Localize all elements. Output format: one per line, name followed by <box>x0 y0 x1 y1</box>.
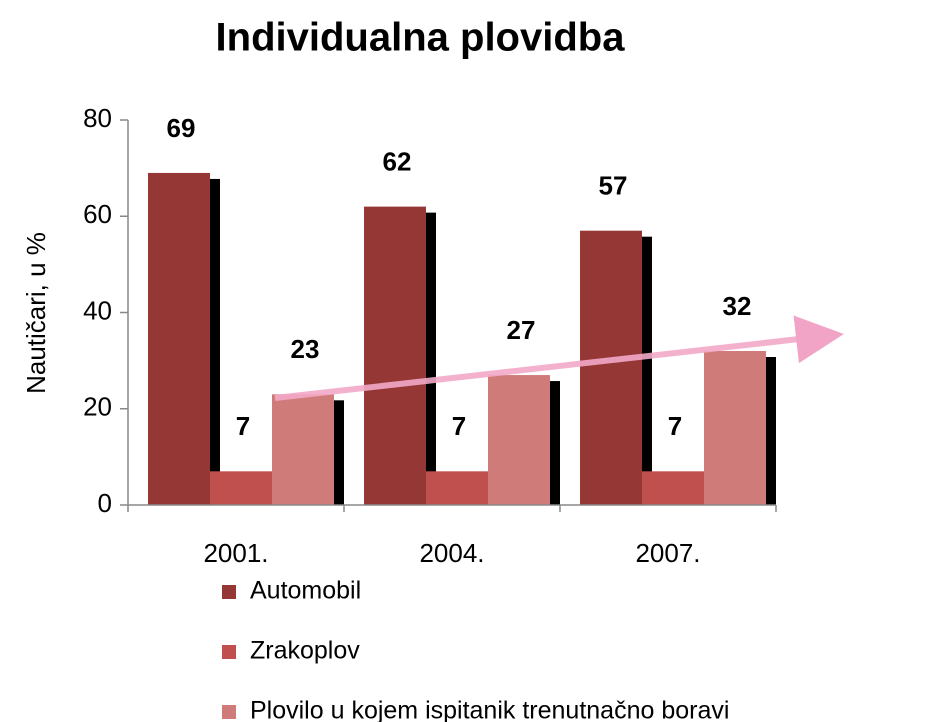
y-axis-label: Nautičari, u % <box>21 232 51 394</box>
bar <box>488 375 550 505</box>
y-tick-label: 20 <box>83 392 112 422</box>
bar <box>210 471 272 505</box>
x-tick-label: 2007. <box>635 538 700 568</box>
chart-title: Individualna plovidba <box>216 16 626 60</box>
x-tick-label: 2004. <box>419 538 484 568</box>
legend-swatch <box>222 585 236 599</box>
legend-swatch <box>222 645 236 659</box>
bar-shadows <box>158 178 776 505</box>
bars <box>148 172 766 505</box>
data-label: 57 <box>599 171 628 201</box>
bar <box>148 172 210 505</box>
data-label: 32 <box>723 291 752 321</box>
y-tick-label: 0 <box>98 488 112 518</box>
y-tick-label: 60 <box>83 199 112 229</box>
legend-label: Zrakoplov <box>250 637 360 665</box>
y-tick-label: 80 <box>83 103 112 133</box>
bar <box>272 394 334 505</box>
legend-label: Automobil <box>250 577 361 605</box>
data-label: 7 <box>236 411 250 441</box>
data-label: 7 <box>668 411 682 441</box>
bar <box>580 230 642 505</box>
x-axis-ticks <box>127 505 777 512</box>
data-label: 27 <box>507 315 536 345</box>
trend-arrow <box>274 315 844 401</box>
bar <box>704 351 766 505</box>
data-label: 62 <box>383 147 412 177</box>
data-label: 23 <box>291 334 320 364</box>
legend-swatch <box>222 705 236 719</box>
y-tick-label: 40 <box>83 295 112 325</box>
legend-label: Plovilo u kojem ispitanik trenutnačno bo… <box>250 697 729 722</box>
data-label: 69 <box>167 113 196 143</box>
bar <box>426 471 488 505</box>
x-tick-label: 2001. <box>203 538 268 568</box>
bar <box>642 471 704 505</box>
data-label: 7 <box>452 411 466 441</box>
bar <box>364 206 426 505</box>
